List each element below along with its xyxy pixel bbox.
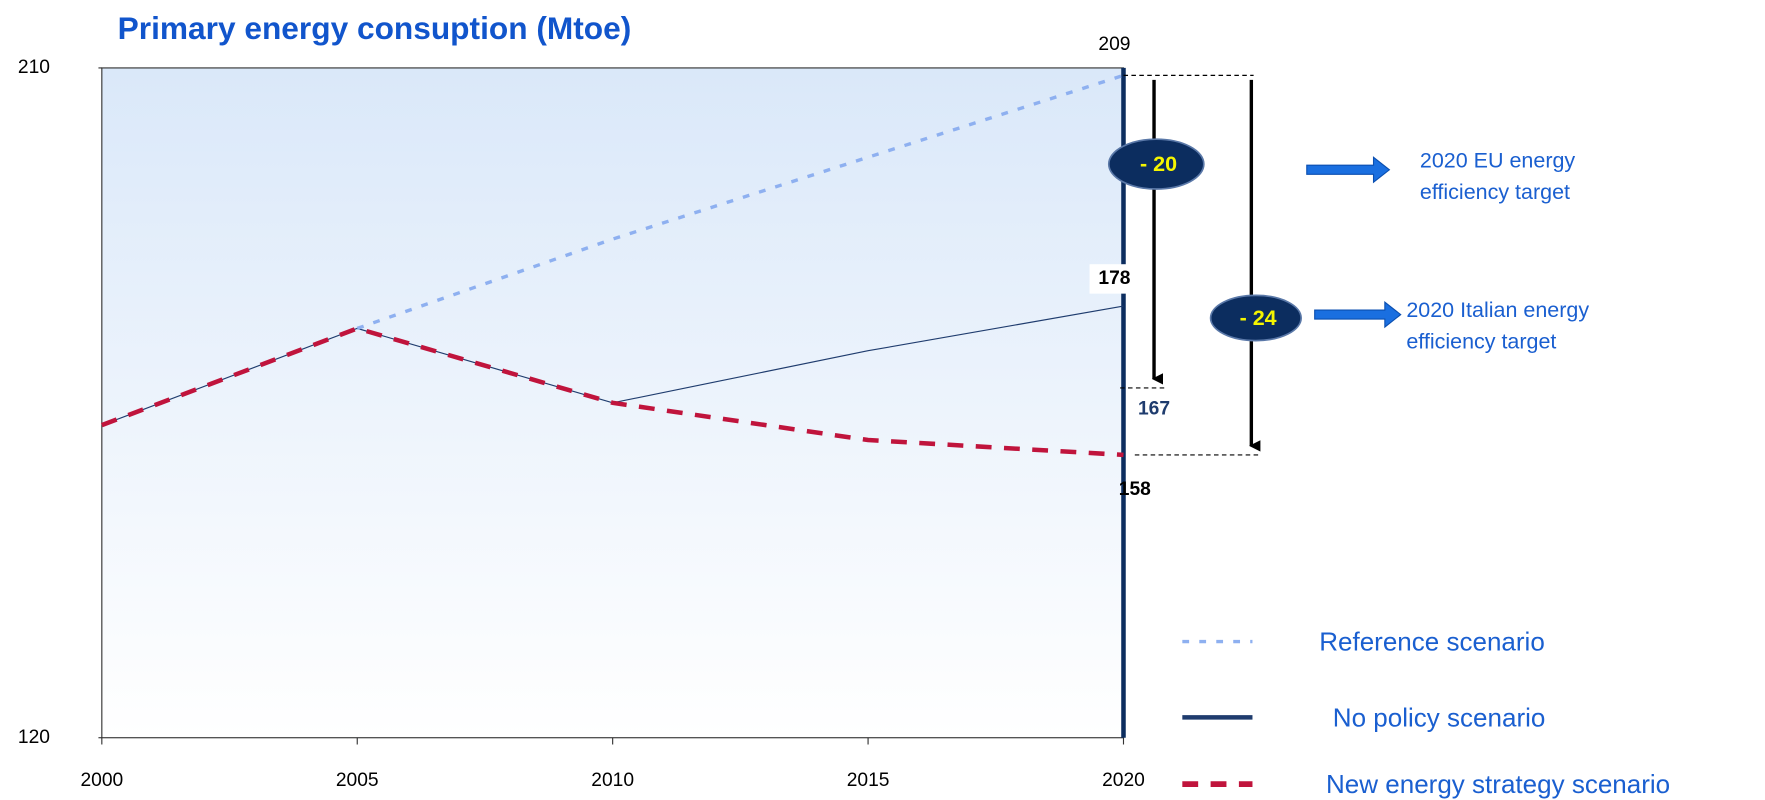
x-tick-label: 2000 (80, 770, 123, 791)
legend-label: Reference scenario (1319, 627, 1545, 657)
label-bg (1089, 264, 1140, 294)
y-tick-label: 120 (18, 727, 50, 748)
x-tick-label: 2010 (591, 770, 634, 791)
target-value: 167 (1138, 399, 1170, 420)
series-line (101, 326, 1124, 458)
chart-title: Primary energy consuption (Mtoe) (118, 10, 632, 46)
legend-label: New energy strategy scenario (1326, 769, 1670, 799)
badge (1209, 294, 1302, 342)
legend-label: No policy scenario (1333, 702, 1546, 732)
data-label: 158 (1119, 479, 1151, 500)
x-tick-label: 2015 (847, 770, 890, 791)
blue-arrow (1306, 156, 1391, 184)
target-text: 2020 Italian energy (1406, 298, 1589, 322)
badge (1107, 138, 1205, 190)
target-text: efficiency target (1406, 330, 1556, 354)
data-label: 178 (1098, 268, 1130, 289)
data-label: 209 (1098, 34, 1130, 55)
badge-label: - 20 (1140, 152, 1177, 176)
target-text: efficiency target (1420, 180, 1570, 204)
badge-label: - 24 (1240, 306, 1277, 330)
target-text: 2020 EU energy (1420, 149, 1576, 173)
blue-arrow (1314, 300, 1402, 329)
x-tick-label: 2020 (1102, 770, 1145, 791)
y-tick-label: 210 (18, 57, 50, 78)
x-tick-label: 2005 (336, 770, 379, 791)
